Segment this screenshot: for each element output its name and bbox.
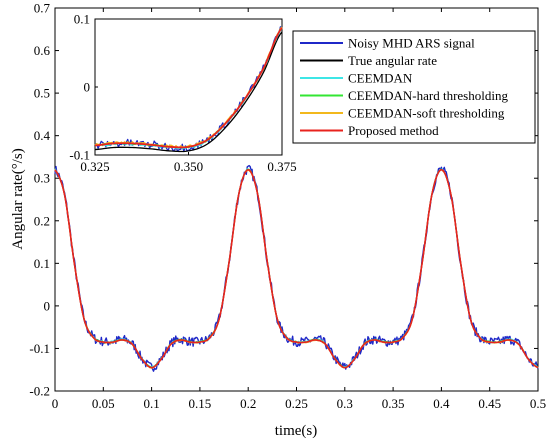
main-ticks: 0 0.05 0.1 0.15 0.2 0.25 0.3 0.35 0.4 0.45 0.5 -0.2… [29, 1, 546, 412]
main-series [54, 164, 539, 372]
x-tick-label: 0.15 [189, 396, 212, 411]
inset-x-tick-label: 0.325 [80, 159, 109, 174]
x-axis-label: time(s) [275, 423, 318, 439]
x-tick-label: 0.45 [478, 396, 501, 411]
y-tick-label: 0.6 [34, 43, 51, 58]
y-axis-label: Angular rate(°/s) [10, 148, 26, 249]
y-tick-label: 0.4 [34, 128, 51, 143]
legend-label: Noisy MHD ARS signal [348, 36, 475, 51]
y-tick-label: 0.7 [34, 1, 51, 16]
legend-label: CEEMDAN-soft thresholding [348, 106, 505, 121]
y-tick-label: 0 [44, 298, 51, 313]
legend-label: CEEMDAN-hard thresholding [348, 88, 508, 103]
inset-x-tick-label: 0.350 [174, 159, 203, 174]
inset-x-tick-label: 0.375 [267, 159, 296, 174]
legend-label: CEEMDAN [348, 71, 413, 86]
inset-y-tick-label: 0 [84, 80, 91, 95]
x-tick-label: 0.35 [382, 396, 405, 411]
legend: Noisy MHD ARS signal True angular rate CEE… [292, 30, 536, 144]
inset-series [94, 26, 283, 153]
series-line [54, 168, 539, 369]
x-tick-label: 0.3 [337, 396, 353, 411]
y-tick-label: -0.1 [29, 341, 50, 356]
x-tick-label: 0 [52, 396, 59, 411]
y-tick-label: -0.2 [29, 384, 50, 399]
inset-series-line [94, 27, 283, 149]
inset-y-tick-label: -0.1 [69, 148, 90, 163]
x-tick-label: 0.1 [143, 396, 159, 411]
x-tick-label: 0.4 [433, 396, 450, 411]
inset-y-tick-label: 0.1 [74, 12, 90, 27]
y-tick-label: 0.1 [34, 256, 50, 271]
x-tick-label: 0.05 [92, 396, 115, 411]
legend-label: True angular rate [348, 53, 437, 68]
y-tick-label: 0.2 [34, 213, 50, 228]
legend-box [292, 30, 536, 144]
x-tick-label: 0.25 [285, 396, 308, 411]
legend-label: Proposed method [348, 123, 439, 138]
y-tick-label: 0.3 [34, 171, 50, 186]
inset-chart: 0.325 0.350 0.375 -0.1 0 0.1 [69, 12, 296, 175]
inset-ticks: 0.325 0.350 0.375 -0.1 0 0.1 [69, 12, 296, 175]
x-tick-label: 0.5 [530, 396, 546, 411]
inset-series-line [94, 31, 283, 153]
x-tick-label: 0.2 [240, 396, 256, 411]
y-tick-label: 0.5 [34, 86, 50, 101]
